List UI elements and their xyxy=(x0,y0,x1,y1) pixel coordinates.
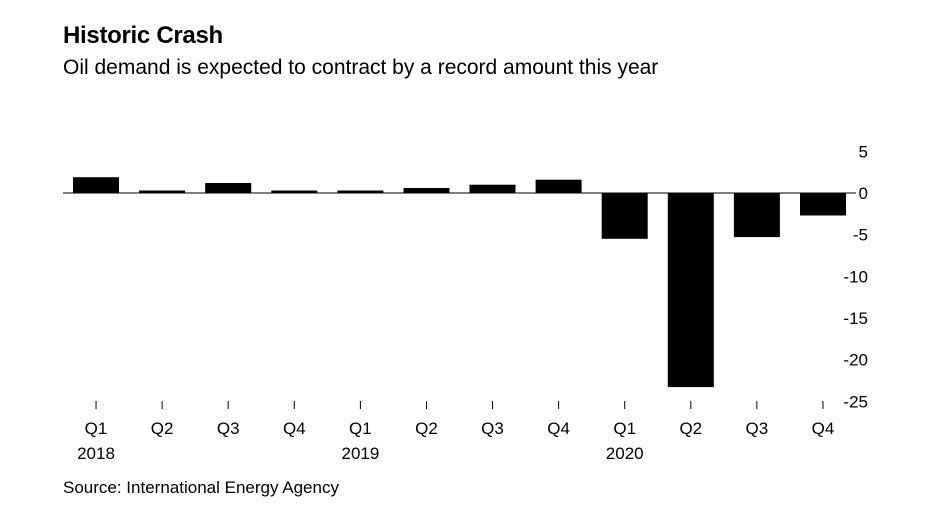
bar-8 xyxy=(601,193,648,239)
bar-11 xyxy=(800,193,846,216)
bar-9 xyxy=(667,193,714,388)
chart-title: Historic Crash xyxy=(63,22,223,49)
bar-1 xyxy=(139,190,186,193)
y-tick-label: -5 xyxy=(853,226,868,245)
y-tick-label: 0 xyxy=(859,184,868,203)
x-tick-label: Q3 xyxy=(217,419,240,438)
bar-2 xyxy=(205,183,252,193)
y-tick-label: -25 xyxy=(843,392,868,411)
x-year-label: 2020 xyxy=(606,444,644,463)
bar-5 xyxy=(403,188,450,193)
x-tick-label: Q4 xyxy=(283,419,306,438)
source-note: Source: International Energy Agency xyxy=(63,478,339,497)
x-year-label: 2019 xyxy=(341,444,379,463)
x-tick-label: Q3 xyxy=(481,419,504,438)
x-tick-label: Q2 xyxy=(415,419,438,438)
y-tick-label: 5 xyxy=(859,142,868,161)
y-tick-label: -15 xyxy=(843,309,868,328)
x-tick-label: Q4 xyxy=(547,419,570,438)
x-tick-label: Q2 xyxy=(679,419,702,438)
y-tick-label: -20 xyxy=(843,351,868,370)
bar-6 xyxy=(469,184,516,193)
bar-3 xyxy=(271,190,318,193)
x-tick-label: Q2 xyxy=(151,419,174,438)
x-tick-label: Q1 xyxy=(613,419,636,438)
y-tick-label: -10 xyxy=(843,267,868,286)
x-year-label: 2018 xyxy=(77,444,115,463)
bar-4 xyxy=(337,190,384,193)
chart-subtitle: Oil demand is expected to contract by a … xyxy=(63,56,659,79)
x-tick-label: Q1 xyxy=(85,419,108,438)
x-tick-label: Q3 xyxy=(746,419,769,438)
bar-10 xyxy=(733,193,780,238)
x-tick-label: Q4 xyxy=(812,419,835,438)
bar-0 xyxy=(73,177,119,193)
bar-7 xyxy=(535,179,582,193)
x-tick-label: Q1 xyxy=(349,419,372,438)
